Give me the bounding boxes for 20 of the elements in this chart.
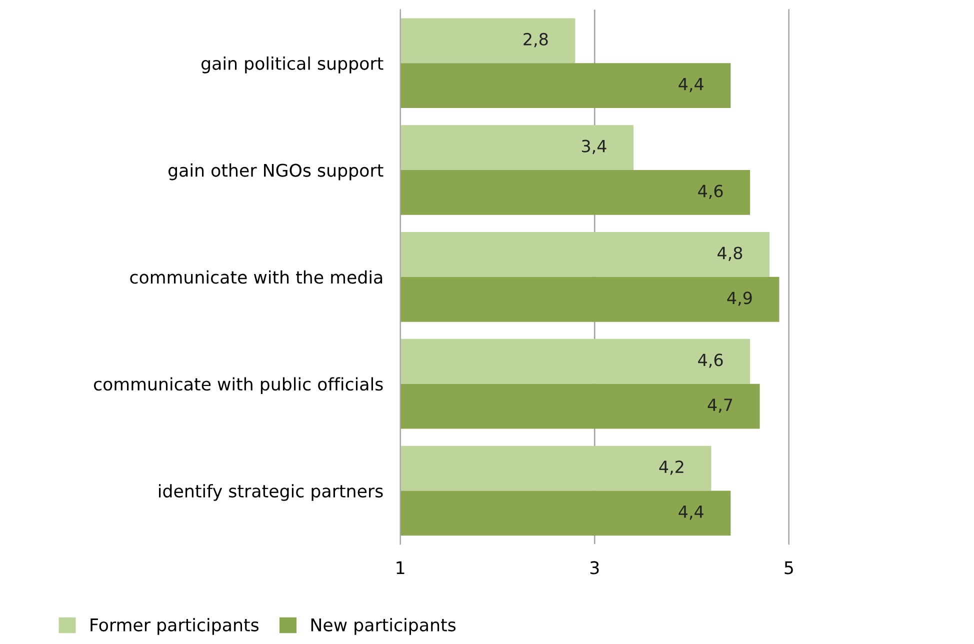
data-label: 4,7 [708, 398, 732, 413]
data-label: 4,4 [678, 78, 704, 92]
x-tick-label: 5 [784, 561, 793, 574]
data-label: 4,9 [727, 292, 752, 306]
x-tick-label: 3 [590, 561, 599, 574]
data-label: 4,8 [718, 246, 742, 262]
y-tick-label: identify strategic partners [159, 484, 383, 501]
y-tick-label: communicate with public officials [94, 377, 383, 394]
legend-label: New participants [311, 618, 456, 635]
legend-label: Former participants [90, 618, 258, 635]
data-label: 4,4 [678, 506, 704, 520]
y-tick-label: gain political support [202, 56, 384, 74]
data-label: 2,8 [524, 32, 548, 48]
data-label: 4,2 [659, 460, 684, 475]
y-tick-label: communicate with the media [130, 270, 382, 284]
y-tick-label: gain other NGOs support [168, 163, 384, 180]
data-label: 4,6 [698, 184, 723, 199]
data-label: 3,4 [582, 140, 606, 154]
data-label: 4,6 [698, 354, 723, 368]
x-tick-label: 1 [396, 561, 404, 574]
